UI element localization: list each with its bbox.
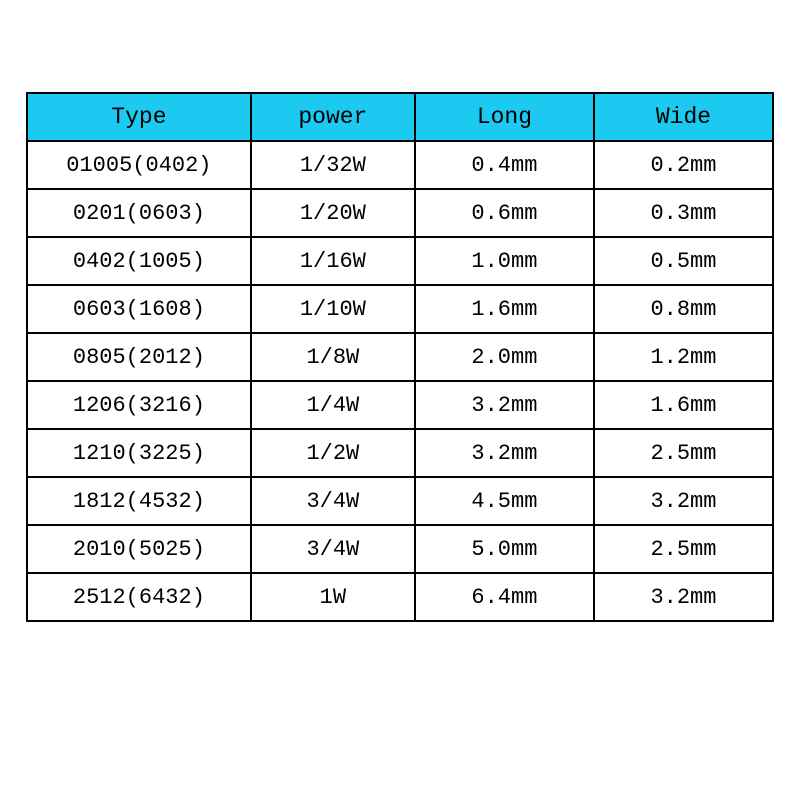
table-row: 01005(0402) 1/32W 0.4mm 0.2mm	[27, 141, 773, 189]
cell-type: 2512(6432)	[27, 573, 251, 621]
table-row: 0805(2012) 1/8W 2.0mm 1.2mm	[27, 333, 773, 381]
cell-long: 1.6mm	[415, 285, 594, 333]
cell-power: 3/4W	[251, 477, 415, 525]
cell-type: 1812(4532)	[27, 477, 251, 525]
table-row: 1210(3225) 1/2W 3.2mm 2.5mm	[27, 429, 773, 477]
col-header-long: Long	[415, 93, 594, 141]
col-header-wide: Wide	[594, 93, 773, 141]
cell-power: 1W	[251, 573, 415, 621]
cell-power: 1/10W	[251, 285, 415, 333]
cell-long: 0.6mm	[415, 189, 594, 237]
table-row: 0603(1608) 1/10W 1.6mm 0.8mm	[27, 285, 773, 333]
cell-wide: 3.2mm	[594, 477, 773, 525]
cell-wide: 0.2mm	[594, 141, 773, 189]
cell-long: 0.4mm	[415, 141, 594, 189]
col-header-type: Type	[27, 93, 251, 141]
cell-long: 1.0mm	[415, 237, 594, 285]
page-wrap: Type power Long Wide 01005(0402) 1/32W 0…	[0, 0, 800, 800]
cell-type: 2010(5025)	[27, 525, 251, 573]
table-row: 1206(3216) 1/4W 3.2mm 1.6mm	[27, 381, 773, 429]
cell-power: 3/4W	[251, 525, 415, 573]
cell-power: 1/20W	[251, 189, 415, 237]
cell-long: 5.0mm	[415, 525, 594, 573]
cell-wide: 2.5mm	[594, 429, 773, 477]
cell-long: 3.2mm	[415, 429, 594, 477]
cell-type: 0603(1608)	[27, 285, 251, 333]
cell-long: 3.2mm	[415, 381, 594, 429]
cell-type: 0201(0603)	[27, 189, 251, 237]
table-header-row: Type power Long Wide	[27, 93, 773, 141]
cell-wide: 0.3mm	[594, 189, 773, 237]
cell-type: 1210(3225)	[27, 429, 251, 477]
table-row: 2010(5025) 3/4W 5.0mm 2.5mm	[27, 525, 773, 573]
cell-long: 2.0mm	[415, 333, 594, 381]
table-body: 01005(0402) 1/32W 0.4mm 0.2mm 0201(0603)…	[27, 141, 773, 621]
table-head: Type power Long Wide	[27, 93, 773, 141]
cell-wide: 3.2mm	[594, 573, 773, 621]
cell-type: 0805(2012)	[27, 333, 251, 381]
cell-long: 4.5mm	[415, 477, 594, 525]
cell-power: 1/32W	[251, 141, 415, 189]
cell-type: 01005(0402)	[27, 141, 251, 189]
cell-wide: 2.5mm	[594, 525, 773, 573]
cell-power: 1/16W	[251, 237, 415, 285]
cell-long: 6.4mm	[415, 573, 594, 621]
cell-type: 0402(1005)	[27, 237, 251, 285]
table-row: 0201(0603) 1/20W 0.6mm 0.3mm	[27, 189, 773, 237]
cell-power: 1/8W	[251, 333, 415, 381]
col-header-power: power	[251, 93, 415, 141]
cell-wide: 1.6mm	[594, 381, 773, 429]
table-row: 1812(4532) 3/4W 4.5mm 3.2mm	[27, 477, 773, 525]
cell-power: 1/2W	[251, 429, 415, 477]
table-row: 0402(1005) 1/16W 1.0mm 0.5mm	[27, 237, 773, 285]
cell-wide: 0.5mm	[594, 237, 773, 285]
cell-wide: 0.8mm	[594, 285, 773, 333]
cell-wide: 1.2mm	[594, 333, 773, 381]
table-row: 2512(6432) 1W 6.4mm 3.2mm	[27, 573, 773, 621]
cell-type: 1206(3216)	[27, 381, 251, 429]
cell-power: 1/4W	[251, 381, 415, 429]
spec-table: Type power Long Wide 01005(0402) 1/32W 0…	[26, 92, 774, 622]
